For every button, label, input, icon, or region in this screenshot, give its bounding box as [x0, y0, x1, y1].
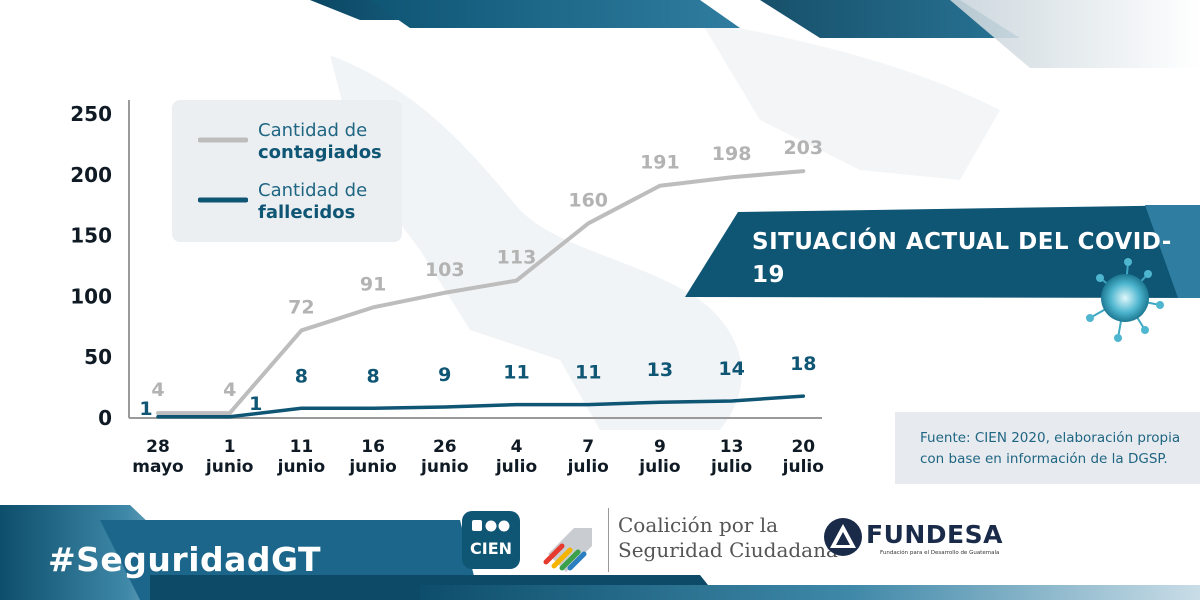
legend-contagiados-line2: contagiados — [258, 142, 382, 163]
legend-fallecidos-line2: fallecidos — [258, 202, 356, 223]
data-label-contagiados-5: 113 — [497, 247, 537, 269]
y-tick-label-50: 50 — [84, 345, 112, 369]
cien-logo-mark — [472, 520, 510, 532]
data-labels-contagiados: 4 4 72 91 103 113 160 191 198 203 — [151, 137, 823, 401]
data-label-fallecidos-5: 11 — [503, 362, 529, 384]
data-label-fallecidos-0: 1 — [139, 398, 152, 420]
source-line2: con base en información de la DGSP. — [920, 451, 1168, 467]
fundesa-logo-subtitle: Fundación para el Desarrollo de Guatemal… — [880, 550, 1000, 556]
data-label-contagiados-3: 91 — [360, 273, 386, 295]
title-banner — [685, 205, 1200, 298]
legend-label-contagiados: Cantidad de contagiados — [258, 120, 382, 164]
fundesa-logo-icon — [824, 518, 862, 556]
y-tick-label-0: 0 — [98, 406, 112, 430]
legend-fallecidos-line1: Cantidad de — [258, 180, 368, 201]
fundesa-logo-text: FUNDESA — [866, 520, 1003, 549]
series-line-fallecidos — [156, 394, 806, 419]
x-tick-labels: 28 mayo 1 junio 11 junio 16 junio 26 junio 4 julio 7… — [132, 437, 824, 477]
y-tick-label-150: 150 — [70, 224, 112, 248]
x-tick-label-1: 1 junio — [205, 437, 254, 477]
chart-title-line1: SITUACIÓN ACTUAL DEL COVID-19 — [752, 229, 1172, 288]
x-tick-label-8: 13 julio — [710, 437, 752, 477]
data-label-fallecidos-1: 1 — [249, 393, 262, 415]
data-label-contagiados-4: 103 — [425, 259, 465, 281]
coalicion-logo-text: Coalición por la Seguridad Ciudadana — [618, 513, 838, 563]
coalicion-line1: Coalición por la — [618, 513, 779, 537]
x-tick-label-3: 16 junio — [348, 437, 397, 477]
cien-logo: CIEN — [462, 511, 520, 569]
y-tick-label-250: 250 — [70, 102, 112, 126]
chart-title: SITUACIÓN ACTUAL DEL COVID-19 EN EL SP D… — [752, 226, 1200, 325]
data-label-contagiados-1: 4 — [223, 379, 236, 401]
x-tick-label-9: 20 julio — [782, 437, 824, 477]
coalicion-line2: Seguridad Ciudadana — [618, 538, 838, 562]
series-line-contagiados — [156, 169, 806, 416]
x-tick-label-6: 7 julio — [567, 437, 609, 477]
data-label-contagiados-6: 160 — [568, 189, 608, 211]
source-note — [895, 412, 1200, 484]
data-label-fallecidos-4: 9 — [438, 364, 451, 386]
data-label-contagiados-2: 72 — [288, 296, 314, 318]
data-label-contagiados-0: 4 — [151, 379, 164, 401]
legend-label-fallecidos: Cantidad de fallecidos — [258, 180, 367, 224]
data-label-fallecidos-3: 8 — [366, 365, 379, 387]
data-label-fallecidos-6: 11 — [575, 362, 601, 384]
x-tick-label-0: 28 mayo — [132, 437, 183, 477]
series-contagiados — [156, 169, 806, 416]
y-tick-label-100: 100 — [70, 284, 112, 308]
legend-contagiados-line1: Cantidad de — [258, 120, 368, 141]
data-labels-fallecidos: 1 18 8 9 11 11 13 14 18 — [139, 353, 816, 420]
legend-swatch-fallecidos — [198, 197, 248, 203]
coalicion-logo-icon — [543, 528, 592, 572]
virus-illustration — [1086, 258, 1164, 342]
coalicion-divider — [608, 508, 609, 572]
data-label-contagiados-8: 198 — [712, 143, 752, 165]
chart-title-line2: EN EL SP DE GUATEMALA — [752, 295, 1086, 321]
data-label-fallecidos-8: 14 — [718, 358, 744, 380]
hashtag: #SeguridadGT — [48, 540, 322, 579]
data-label-contagiados-9: 203 — [783, 137, 823, 159]
source-text: Fuente: CIEN 2020, elaboración propia co… — [920, 428, 1180, 470]
y-tick-label-200: 200 — [70, 163, 112, 187]
chart-legend — [172, 100, 402, 242]
x-tick-label-4: 26 junio — [420, 437, 469, 477]
x-tick-label-5: 4 julio — [495, 437, 537, 477]
data-label-fallecidos-7: 13 — [647, 359, 673, 381]
series-fallecidos — [156, 394, 806, 419]
y-tick-labels: 0 50 100 150 200 250 — [70, 102, 112, 430]
x-tick-label-7: 9 julio — [638, 437, 680, 477]
data-label-fallecidos-9: 18 — [790, 353, 816, 375]
data-label-contagiados-7: 191 — [640, 152, 680, 174]
x-tick-label-2: 11 junio — [277, 437, 326, 477]
cien-logo-text: CIEN — [470, 539, 513, 558]
source-line1: Fuente: CIEN 2020, elaboración propia — [920, 430, 1181, 446]
legend-swatch-contagiados — [198, 137, 248, 143]
data-label-fallecidos-2: 8 — [295, 365, 308, 387]
